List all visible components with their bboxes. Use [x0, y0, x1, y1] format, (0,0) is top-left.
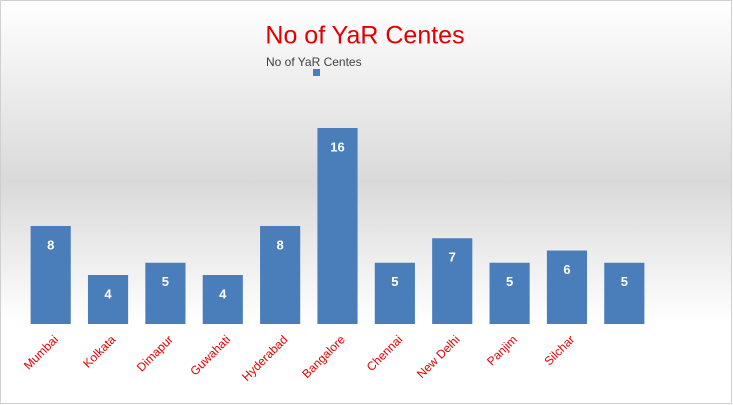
bar: [489, 262, 530, 324]
bar: [604, 262, 645, 324]
data-label: 8: [47, 237, 54, 252]
data-label: 4: [104, 286, 112, 301]
bar: [145, 262, 186, 324]
data-label: 5: [162, 274, 169, 289]
bar: [432, 238, 473, 324]
bar: [374, 262, 415, 324]
legend-swatch: [313, 69, 320, 76]
data-label: 7: [449, 250, 456, 265]
bar: [202, 275, 243, 324]
data-label: 8: [277, 237, 284, 252]
chart-title: No of YaR Centes: [265, 22, 464, 50]
data-label: 5: [506, 274, 513, 289]
bar: [30, 226, 71, 324]
data-label: 5: [621, 274, 628, 289]
bar: [87, 275, 129, 324]
bar: [546, 250, 588, 324]
legend-label: No of YaR Centes: [266, 55, 362, 69]
data-label: 4: [219, 286, 227, 301]
bar: [317, 128, 358, 324]
data-label: 6: [563, 262, 570, 277]
data-label: 16: [330, 139, 344, 154]
bar: [260, 226, 301, 324]
data-label: 5: [391, 274, 398, 289]
